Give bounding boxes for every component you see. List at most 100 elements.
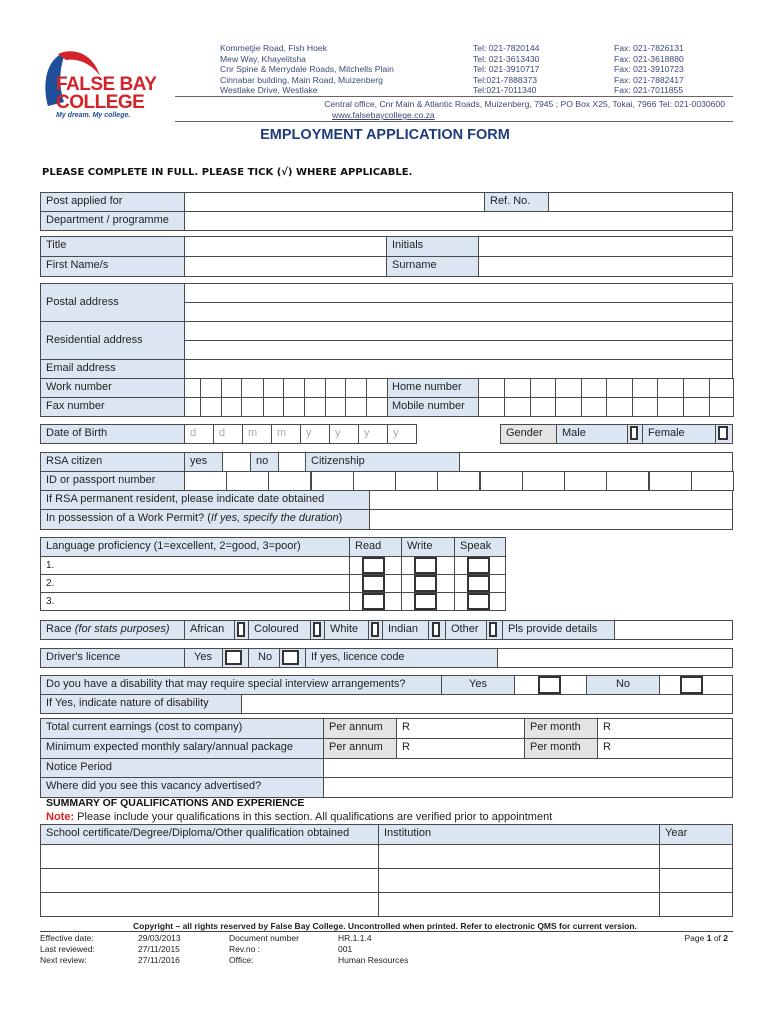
dob-digit[interactable]: y xyxy=(300,424,330,444)
id-number-digit[interactable] xyxy=(395,471,438,491)
dob-digit[interactable]: m xyxy=(271,424,301,444)
mobile-number-digit[interactable] xyxy=(709,397,734,417)
read-checkbox[interactable] xyxy=(362,575,385,592)
home-number-digit[interactable] xyxy=(555,378,582,398)
advert-input[interactable] xyxy=(323,777,733,798)
fax-number-digit[interactable] xyxy=(241,397,264,417)
work-number-digit[interactable] xyxy=(325,378,346,398)
institution-input[interactable] xyxy=(378,868,660,893)
mobile-number-digit[interactable] xyxy=(504,397,531,417)
read-checkbox[interactable] xyxy=(362,593,385,610)
rsa-no-box[interactable] xyxy=(278,452,306,472)
work-number-digit[interactable] xyxy=(184,378,201,398)
initials-input[interactable] xyxy=(478,236,733,257)
dob-digit[interactable]: y xyxy=(329,424,359,444)
fax-number-digit[interactable] xyxy=(304,397,326,417)
language-row-label[interactable]: 1. xyxy=(40,556,350,575)
id-number-digit[interactable] xyxy=(268,471,311,491)
dob-digit[interactable]: y xyxy=(358,424,388,444)
fax-number-digit[interactable] xyxy=(345,397,367,417)
residential-input-2[interactable] xyxy=(184,340,733,360)
male-checkbox[interactable] xyxy=(630,426,638,440)
home-number-digit[interactable] xyxy=(530,378,556,398)
licence-code-input[interactable] xyxy=(497,648,733,668)
mobile-number-digit[interactable] xyxy=(530,397,556,417)
mobile-number-digit[interactable] xyxy=(581,397,607,417)
expected-per-annum-input[interactable]: R xyxy=(396,738,525,759)
work-number-digit[interactable] xyxy=(283,378,305,398)
write-checkbox[interactable] xyxy=(414,575,437,592)
disability-nature-input[interactable] xyxy=(241,694,733,714)
mobile-number-digit[interactable] xyxy=(683,397,710,417)
earnings-per-month-input[interactable]: R xyxy=(597,718,733,739)
fax-number-digit[interactable] xyxy=(283,397,305,417)
residential-input-1[interactable] xyxy=(184,321,733,341)
earnings-per-annum-input[interactable]: R xyxy=(396,718,525,739)
home-number-digit[interactable] xyxy=(606,378,633,398)
fax-number-digit[interactable] xyxy=(366,397,388,417)
language-row-label[interactable]: 2. xyxy=(40,574,350,593)
permanent-resident-input[interactable] xyxy=(369,490,733,510)
notice-input[interactable] xyxy=(323,758,733,778)
mobile-number-digit[interactable] xyxy=(555,397,582,417)
rsa-yes-box[interactable] xyxy=(222,452,251,472)
mobile-number-digit[interactable] xyxy=(606,397,633,417)
dob-digit[interactable]: m xyxy=(242,424,272,444)
fax-number-digit[interactable] xyxy=(263,397,284,417)
female-checkbox[interactable] xyxy=(718,426,728,440)
work-number-digit[interactable] xyxy=(200,378,222,398)
ref-input[interactable] xyxy=(548,192,733,212)
id-number-digit[interactable] xyxy=(480,471,523,491)
disability-no-checkbox[interactable] xyxy=(680,676,703,694)
home-number-digit[interactable] xyxy=(709,378,734,398)
dept-input[interactable] xyxy=(184,211,733,231)
fax-number-digit[interactable] xyxy=(221,397,242,417)
work-number-digit[interactable] xyxy=(263,378,284,398)
speak-checkbox[interactable] xyxy=(467,557,490,574)
disability-yes-checkbox[interactable] xyxy=(538,676,561,694)
dob-digit[interactable]: y xyxy=(387,424,417,444)
qualification-input[interactable] xyxy=(40,844,379,869)
id-number-digit[interactable] xyxy=(649,471,692,491)
website-link[interactable]: www.falsebaycollege.co.za xyxy=(332,110,435,120)
id-number-digit[interactable] xyxy=(606,471,649,491)
speak-checkbox[interactable] xyxy=(467,593,490,610)
post-input[interactable] xyxy=(184,192,485,212)
race-white-checkbox[interactable] xyxy=(371,622,379,637)
mobile-number-digit[interactable] xyxy=(657,397,684,417)
race-indian-checkbox[interactable] xyxy=(432,622,440,637)
work-number-digit[interactable] xyxy=(221,378,242,398)
read-checkbox[interactable] xyxy=(362,557,385,574)
home-number-digit[interactable] xyxy=(504,378,531,398)
postal-input-2[interactable] xyxy=(184,302,733,322)
id-number-digit[interactable] xyxy=(226,471,269,491)
race-other-checkbox[interactable] xyxy=(489,622,497,637)
work-permit-input[interactable] xyxy=(369,509,733,530)
dob-digit[interactable]: d xyxy=(184,424,214,444)
id-number-digit[interactable] xyxy=(564,471,607,491)
dob-digit[interactable]: d xyxy=(213,424,243,444)
licence-no-checkbox[interactable] xyxy=(282,650,299,665)
id-number-digit[interactable] xyxy=(353,471,396,491)
institution-input[interactable] xyxy=(378,844,660,869)
first-name-input[interactable] xyxy=(184,256,387,277)
surname-input[interactable] xyxy=(478,256,733,277)
write-checkbox[interactable] xyxy=(414,593,437,610)
citizenship-input[interactable] xyxy=(459,452,733,472)
licence-yes-checkbox[interactable] xyxy=(225,650,242,665)
language-row-label[interactable]: 3. xyxy=(40,592,350,611)
fax-number-digit[interactable] xyxy=(200,397,222,417)
year-input[interactable] xyxy=(659,844,733,869)
home-number-digit[interactable] xyxy=(581,378,607,398)
qualification-input[interactable] xyxy=(40,868,379,893)
race-african-checkbox[interactable] xyxy=(237,622,245,637)
expected-per-month-input[interactable]: R xyxy=(597,738,733,759)
work-number-digit[interactable] xyxy=(241,378,264,398)
year-input[interactable] xyxy=(659,892,733,917)
home-number-digit[interactable] xyxy=(683,378,710,398)
home-number-digit[interactable] xyxy=(632,378,658,398)
id-number-digit[interactable] xyxy=(184,471,227,491)
work-number-digit[interactable] xyxy=(304,378,326,398)
write-checkbox[interactable] xyxy=(414,557,437,574)
id-number-digit[interactable] xyxy=(311,471,354,491)
